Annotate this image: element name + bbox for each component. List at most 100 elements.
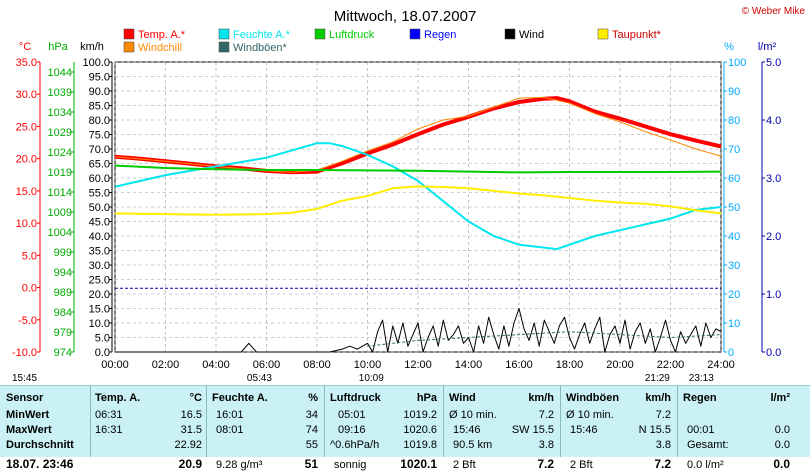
wind-axis-tick-label: 35.0 — [89, 246, 110, 258]
wind-axis-tick-label: 55.0 — [89, 188, 110, 200]
rain-current-val: 0.0 — [773, 457, 790, 471]
hum-min-time: 16:01 — [216, 409, 244, 421]
wind-axis-tick-label: 100.0 — [82, 57, 110, 69]
series-line — [114, 96, 722, 173]
legend-swatch — [123, 28, 135, 40]
rain-max-val: 0.0 — [774, 424, 790, 436]
pressure-axis-tick-label: 1044 — [48, 67, 72, 79]
wind-axis-tick-label: 90.0 — [89, 86, 110, 98]
hdr-humidity: Feuchte A. — [212, 392, 268, 404]
unit-gust: km/h — [645, 392, 671, 404]
pressure-axis-tick-label: 1039 — [48, 87, 72, 99]
rain-axis-tick-label: 3.0 — [766, 173, 781, 185]
legend-label: Windchill — [138, 42, 182, 54]
series-line — [367, 331, 722, 347]
humidity-axis-tick-label: 50 — [728, 202, 740, 214]
gust-avg10-val: 7.2 — [655, 409, 671, 421]
col-gust: Windböen km/h Ø 10 min. 7.2 15:46 N 15.5… — [566, 386, 671, 472]
temp-axis-tick-label: 25.0 — [16, 121, 37, 133]
axis-units: °C hPa km/h% l/m² — [19, 41, 777, 53]
wind-axis-tick-label: 20.0 — [89, 289, 110, 301]
rain-axis-tick-label: 1.0 — [766, 289, 781, 301]
x-tick-label: 12:00 — [404, 359, 432, 371]
wind-axis-tick-label: 50.0 — [89, 202, 110, 214]
x-tick-label: 22:00 — [657, 359, 685, 371]
label-min: MinWert — [6, 409, 50, 421]
humidity-axis-tick-label: 100 — [728, 57, 746, 69]
legend-label: Wind — [519, 29, 544, 41]
pressure-axis-tick-label: 979 — [54, 327, 72, 339]
wind-axis-tick-label: 30.0 — [89, 260, 110, 272]
humidity-axis-tick-label: 20 — [728, 289, 740, 301]
temp-axis-tick-label: 20.0 — [16, 154, 37, 166]
hum-abs: 9.28 g/m³ — [216, 459, 263, 471]
rain-current-label: 0.0 l/m² — [687, 459, 724, 471]
humidity-axis-tick-label: 40 — [728, 231, 740, 243]
wind-axis-tick-label: 10.0 — [89, 318, 110, 330]
x-tick-label: 06:00 — [253, 359, 281, 371]
gust-max-time: 15:46 — [570, 424, 598, 436]
temp-min-val: 16.5 — [180, 409, 202, 421]
temp-axis-tick-label: 35.0 — [16, 57, 37, 69]
wind-axis-tick-label: 40.0 — [89, 231, 110, 243]
temp-avg-val: 22.92 — [174, 439, 202, 451]
pressure-axis-tick-label: 1014 — [48, 187, 72, 199]
pressure-axis-tick-label: 1019 — [48, 167, 72, 179]
unit-pressure: hPa — [416, 392, 437, 404]
wind-max-val: SW 15.5 — [511, 424, 554, 436]
hdr-wind: Wind — [449, 392, 476, 404]
wind-current-val: 7.2 — [537, 457, 554, 471]
rain-axis-tick-label: 4.0 — [766, 115, 781, 127]
wind-bft: 2 Bft — [453, 459, 476, 471]
press-max-val: 1020.6 — [403, 424, 437, 436]
hdr-temp: Temp. A. — [95, 392, 141, 404]
y-axes: 35.0 30.0 25.0 20.0 15.0 10.0 5.0 0.0 -5.0 -10.0 1… — [12, 57, 781, 359]
hum-avg-val: 55 — [305, 439, 318, 451]
temp-axis-tick-label: -5.0 — [18, 315, 37, 327]
wind-axis-tick-label: 95.0 — [89, 72, 110, 84]
gust-current-val: 7.2 — [654, 457, 671, 471]
humidity-axis-tick-label: 30 — [728, 260, 740, 272]
hdr-pressure: Luftdruck — [330, 392, 381, 404]
pressure-axis-tick-label: 1004 — [48, 227, 72, 239]
unit-label-temp: °C — [19, 41, 31, 53]
unit-wind: km/h — [528, 392, 554, 404]
rain-axis-tick-label: 2.0 — [766, 231, 781, 243]
press-max-time: 09:16 — [338, 424, 366, 436]
unit-label-rain: l/m² — [758, 41, 777, 53]
legend-label: Windböen* — [233, 42, 288, 54]
gust-max-val: N 15.5 — [638, 424, 671, 436]
unit-label-pressure: hPa — [48, 41, 68, 53]
wind-axis-tick-label: 5.0 — [95, 333, 110, 345]
temp-max-val: 31.5 — [180, 424, 202, 436]
col-temp: Temp. A. °C 06:31 16.5 16:31 31.5 22.92 … — [95, 386, 202, 472]
time-annotation: 10:09 — [359, 373, 384, 384]
wind-avg-val: 3.8 — [538, 439, 554, 451]
legend-swatch — [409, 28, 421, 40]
col-humidity: Feuchte A. % 16:01 34 08:01 74 55 9.28 g… — [212, 386, 318, 472]
legend-label: Taupunkt* — [612, 29, 662, 41]
time-annotations: 15:45 05:43 10:09 21:29 23:13 — [12, 373, 714, 384]
wind-axis-tick-label: 45.0 — [89, 217, 110, 229]
unit-label-humidity: % — [724, 41, 734, 53]
x-tick-label: 20:00 — [606, 359, 634, 371]
legend-swatch — [314, 28, 326, 40]
legend-swatch — [123, 41, 135, 53]
rain-total-val: 0.0 — [774, 439, 790, 451]
humidity-axis-tick-label: 70 — [728, 144, 740, 156]
time-annotation: 21:29 — [645, 373, 670, 384]
pressure-axis-tick-label: 1034 — [48, 107, 72, 119]
legend-swatch — [504, 28, 516, 40]
humidity-axis-tick-label: 90 — [728, 86, 740, 98]
wind-max-time: 15:46 — [453, 424, 481, 436]
label-max: MaxWert — [6, 424, 52, 436]
pressure-axis-tick-label: 994 — [54, 267, 72, 279]
hum-min-val: 34 — [305, 409, 318, 421]
rain-axis-tick-label: 5.0 — [766, 57, 781, 69]
x-tick-label: 14:00 — [455, 359, 483, 371]
x-tick-label: 16:00 — [505, 359, 533, 371]
legend-label: Feuchte A.* — [233, 29, 291, 41]
legend-swatch — [597, 28, 609, 40]
weather-chart: Mittwoch, 18.07.2007 © Weber Mike Temp. … — [12, 6, 806, 384]
unit-rain: l/m² — [770, 392, 790, 404]
